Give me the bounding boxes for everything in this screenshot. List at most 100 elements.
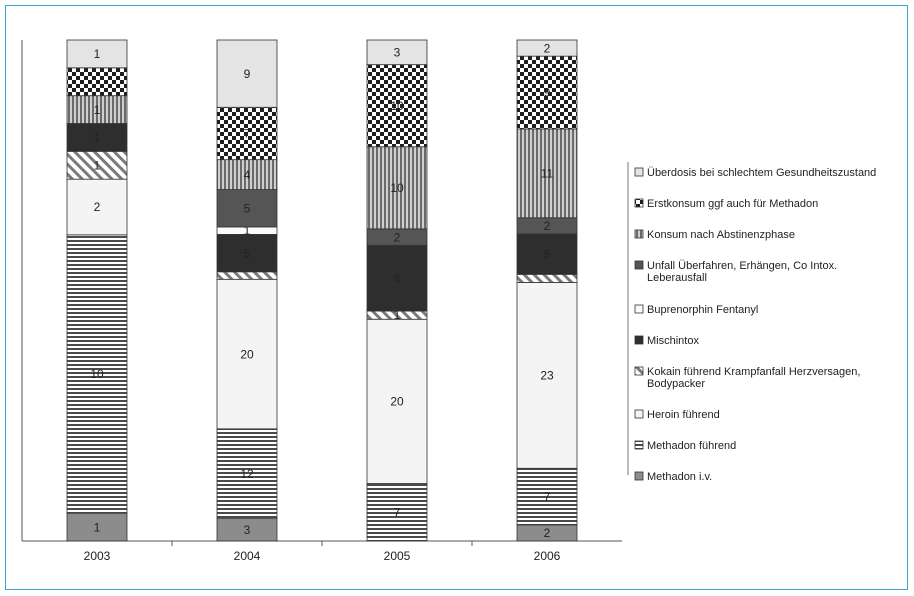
segment-2006-erstkonsum-ggf-auch-fur-methadon <box>516 55 578 130</box>
segment-2006-konsum-nach-abstinenzphase <box>516 128 578 219</box>
data-label-2004-methadon-fuhrend: 12 <box>240 467 254 481</box>
data-label-2006-methadon-i-v: 2 <box>544 526 551 540</box>
chart-frame <box>5 5 908 590</box>
segment-2005-uberdosis-bei-schlechtem-gesundheitszustand <box>366 39 428 66</box>
data-label-2006-mischintox: 5 <box>544 247 551 261</box>
data-label-2006-methadon-fuhrend: 7 <box>544 490 551 504</box>
legend-label: Überdosis bei schlechtem Gesundheitszust… <box>647 167 876 179</box>
bar-2005: 7 20 1 8 2 10 10 3 <box>366 39 428 542</box>
legend-label: Mischintox <box>647 335 699 347</box>
legend-label: Methadon führend <box>647 440 736 452</box>
x-tick-label-2006: 2006 <box>534 549 561 563</box>
data-label-2006-konsum-nach-abstinenzphase: 11 <box>541 167 554 181</box>
legend-swatch <box>634 471 644 481</box>
legend-swatch <box>634 366 644 376</box>
legend-swatch <box>634 409 644 419</box>
segment-2005-erstkonsum-ggf-auch-fur-methadon <box>366 64 428 148</box>
legend: Überdosis bei schlechtem Gesundheitszust… <box>627 162 876 483</box>
segment-2004-mischintox <box>216 234 278 273</box>
segment-2004-unfall-uberfahren-erhangen-co-intox-leberausfall <box>216 189 278 228</box>
legend-label: Methadon i.v. <box>647 471 712 483</box>
data-label-2005-heroin-fuhrend: 20 <box>390 395 404 409</box>
legend-item-uberdosis-bei-schlechtem-gesundheitszustand: Überdosis bei schlechtem Gesundheitszust… <box>634 167 876 179</box>
legend-swatch <box>634 440 644 450</box>
legend-swatch <box>634 198 644 208</box>
segment-2004-konsum-nach-abstinenzphase <box>216 159 278 190</box>
segment-2005-heroin-fuhrend <box>366 318 428 484</box>
data-label-2004-uberdosis-bei-schlechtem-gesundheitszustand: 9 <box>244 67 251 81</box>
segment-2005-konsum-nach-abstinenzphase <box>366 146 428 230</box>
segment-2006-methadon-fuhrend <box>516 467 578 526</box>
data-label-2003-uberdosis-bei-schlechtem-gesundheitszustand: 1 <box>94 47 101 61</box>
segment-2004-uberdosis-bei-schlechtem-gesundheitszustand <box>216 39 278 108</box>
data-label-2005-kokain-fuhrend-krampfanfall-herzversagen-bodypacker: 1 <box>394 308 401 322</box>
data-label-2005-erstkonsum-ggf-auch-fur-methadon: 10 <box>390 99 404 113</box>
legend-item-erstkonsum-ggf-auch-fur-methadon: Erstkonsum ggf auch für Methadon <box>634 198 818 210</box>
legend-item-mischintox: Mischintox <box>634 335 699 347</box>
legend-item-unfall-uberfahren-erhangen-co-intox-leberausfall: Unfall Überfahren, Erhängen, Co Intox.Le… <box>634 260 837 284</box>
data-label-2003-konsum-nach-abstinenzphase: 1 <box>94 103 101 117</box>
segment-2006-heroin-fuhrend <box>516 282 578 469</box>
data-label-2004-mischintox: 5 <box>244 246 251 260</box>
segment-2004-methadon-fuhrend <box>216 428 278 519</box>
legend-label: Heroin führend <box>647 409 720 421</box>
data-label-2004-konsum-nach-abstinenzphase: 4 <box>244 168 251 182</box>
legend-label: Unfall Überfahren, Erhängen, Co Intox. <box>647 260 837 272</box>
segment-2006-uberdosis-bei-schlechtem-gesundheitszustand <box>516 39 578 57</box>
data-label-2005-konsum-nach-abstinenzphase: 10 <box>390 181 404 195</box>
legend-swatch <box>634 229 644 239</box>
legend-label: Erstkonsum ggf auch für Methadon <box>647 198 818 210</box>
data-label-2003-heroin-fuhrend: 2 <box>94 200 101 214</box>
data-label-2004-heroin-fuhrend: 20 <box>240 347 254 361</box>
data-label-2003-kokain-fuhrend-krampfanfall-herzversagen-bodypacker: 1 <box>94 158 101 172</box>
legend-swatch <box>634 260 644 270</box>
segment-2003-uberdosis-bei-schlechtem-gesundheitszustand <box>66 39 128 69</box>
data-label-2005-mischintox: 8 <box>394 271 401 285</box>
segment-2006-kokain-fuhrend-krampfanfall-herzversagen-bodypacker <box>516 273 578 283</box>
segment-2003-methadon-i-v <box>66 512 128 542</box>
segment-2005-methadon-fuhrend <box>366 483 428 542</box>
data-label-2005-methadon-fuhrend: 7 <box>394 505 401 519</box>
legend-label: Konsum nach Abstinenzphase <box>647 229 795 241</box>
data-label-2003-mischintox: 1 <box>94 131 101 145</box>
legend-swatch <box>634 167 644 177</box>
data-label-2004-buprenorphin-fentanyl: 1 <box>244 224 251 238</box>
x-tick-label-2004: 2004 <box>234 549 261 563</box>
data-label-2006-erstkonsum-ggf-auch-fur-methadon: 9 <box>544 86 551 100</box>
segment-2003-erstkonsum-ggf-auch-fur-methadon <box>66 67 128 97</box>
data-label-2003-methadon-i-v: 1 <box>94 520 101 534</box>
legend-label: Buprenorphin Fentanyl <box>647 304 758 316</box>
legend-label: Bodypacker <box>647 378 705 390</box>
data-label-2004-erstkonsum-ggf-auch-fur-methadon: 7 <box>244 127 251 141</box>
x-tick-label-2005: 2005 <box>384 549 411 563</box>
data-label-2005-unfall-uberfahren-erhangen-co-intox-leberausfall: 2 <box>394 230 401 244</box>
segment-2003-konsum-nach-abstinenzphase <box>66 95 128 124</box>
x-tick-label-2003: 2003 <box>84 549 111 563</box>
segment-2006-mischintox <box>516 233 578 275</box>
legend-item-buprenorphin-fentanyl: Buprenorphin Fentanyl <box>634 304 758 316</box>
segment-2004-kokain-fuhrend-krampfanfall-herzversagen-bodypacker <box>216 271 278 280</box>
data-label-2003-methadon-fuhrend: 10 <box>90 367 104 381</box>
data-label-2006-uberdosis-bei-schlechtem-gesundheitszustand: 2 <box>544 41 551 55</box>
legend-item-kokain-fuhrend-krampfanfall-herzversagen-bodypacker: Kokain führend Krampfanfall Herzversagen… <box>634 366 860 390</box>
data-label-2005-uberdosis-bei-schlechtem-gesundheitszustand: 3 <box>394 46 401 60</box>
data-label-2004-methadon-i-v: 3 <box>244 523 251 537</box>
legend-label: Kokain führend Krampfanfall Herzversagen… <box>647 366 860 378</box>
data-label-2006-heroin-fuhrend: 23 <box>540 369 554 383</box>
legend-label: Leberausfall <box>647 272 707 284</box>
bar-2006: 2 7 23 5 2 11 9 2 <box>516 39 578 542</box>
data-label-2006-unfall-uberfahren-erhangen-co-intox-leberausfall: 2 <box>544 219 551 233</box>
legend-item-methadon-i-v: Methadon i.v. <box>634 471 712 483</box>
data-label-2004-unfall-uberfahren-erhangen-co-intox-leberausfall: 5 <box>244 201 251 215</box>
legend-item-methadon-fuhrend: Methadon führend <box>634 440 736 452</box>
bar-2004: 3 12 20 5 1 5 4 7 9 <box>216 39 278 542</box>
bar-2003: 1 10 2 1 1 1 1 <box>66 39 128 542</box>
legend-swatch <box>634 335 644 345</box>
legend-item-heroin-fuhrend: Heroin führend <box>634 409 720 421</box>
segment-2004-heroin-fuhrend <box>216 278 278 430</box>
legend-swatch <box>634 304 644 314</box>
legend-item-konsum-nach-abstinenzphase: Konsum nach Abstinenzphase <box>634 229 795 241</box>
segment-2005-mischintox <box>366 244 428 312</box>
plot-area: 1102111120033122051547920047201821010320… <box>21 39 622 563</box>
